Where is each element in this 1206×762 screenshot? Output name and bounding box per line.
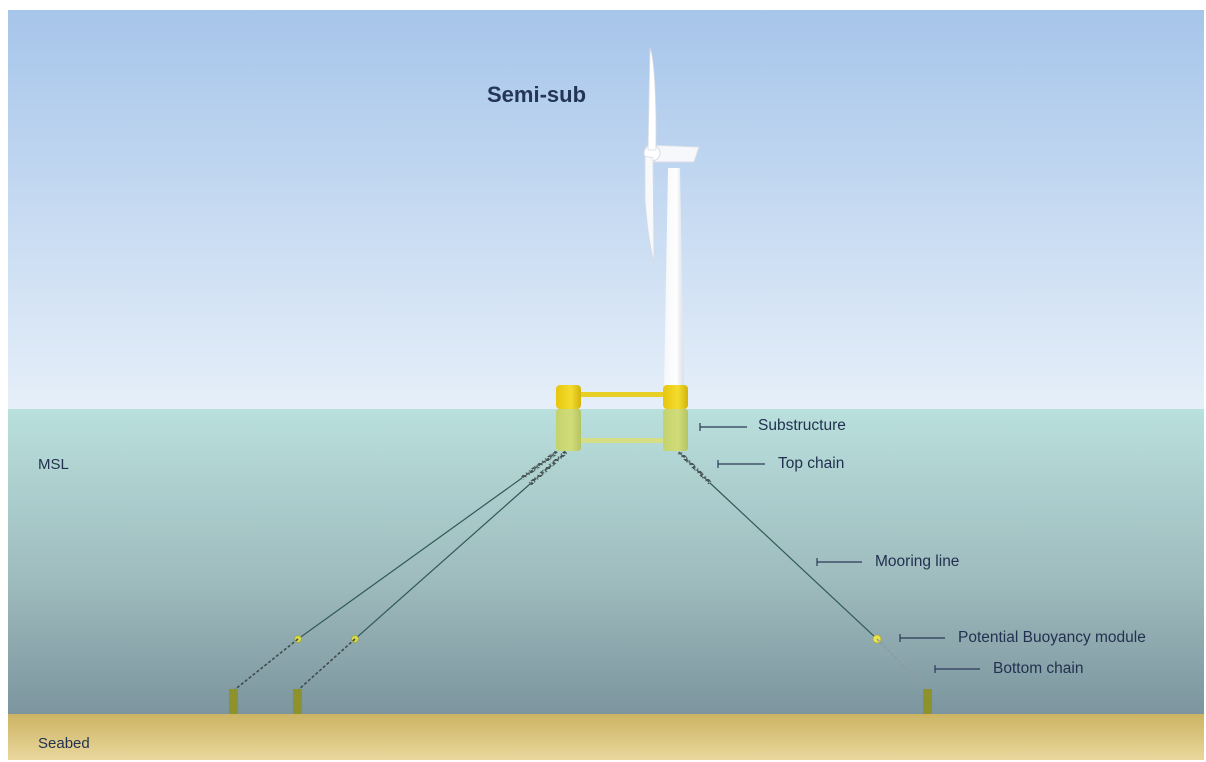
callout-mooring-line: Mooring line: [875, 553, 960, 570]
turbine-blade-up: [647, 47, 657, 151]
turbine-tower: [664, 168, 684, 390]
brace-lower: [578, 438, 664, 443]
turbine-blade-down: [644, 155, 655, 263]
bottom-chain-left-2: [296, 638, 356, 692]
seabed-label: Seabed: [38, 735, 90, 752]
mooring-line-left-2: [354, 483, 531, 640]
anchor-pile-left-1: [229, 689, 238, 714]
callout-leaders: [699, 423, 980, 673]
bottom-chain-right: [876, 638, 929, 692]
column-left-bottom: [556, 409, 581, 451]
top-chain-left-2-stroke: [529, 451, 567, 485]
anchor-pile-left-2: [293, 689, 302, 714]
column-right-bottom: [663, 409, 688, 451]
column-left-top: [556, 385, 581, 409]
top-chain-right-stroke: [678, 451, 711, 484]
callout-buoyancy-module: Potential Buoyancy module: [958, 629, 1146, 646]
bottom-chain-left-1: [232, 638, 299, 692]
water: [8, 409, 1204, 714]
seabed-area: [8, 714, 1204, 760]
top-chain-left-1-stroke: [521, 451, 558, 479]
diagram-title: Semi-sub: [487, 82, 587, 107]
callout-bottom-chain: Bottom chain: [993, 660, 1084, 677]
column-right-top: [663, 385, 688, 409]
callout-substructure: Substructure: [758, 417, 846, 434]
mooring-line-left-1: [297, 477, 523, 640]
anchor-pile-right: [923, 689, 932, 714]
callout-top-chain: Top chain: [778, 455, 845, 472]
sky: [8, 10, 1204, 409]
mooring-line-right: [709, 482, 878, 640]
brace-upper: [578, 392, 664, 397]
msl-label: MSL: [38, 456, 69, 473]
